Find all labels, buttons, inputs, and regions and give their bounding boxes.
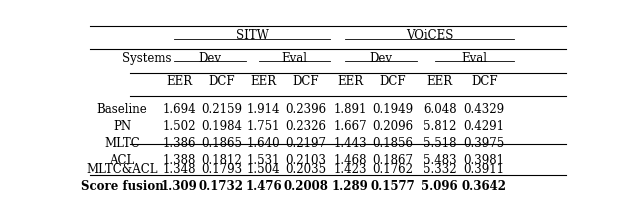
Text: 0.3975: 0.3975 bbox=[463, 136, 505, 149]
Text: 1.388: 1.388 bbox=[163, 153, 196, 166]
Text: DCF: DCF bbox=[292, 75, 319, 88]
Text: EER: EER bbox=[337, 75, 364, 88]
Text: Dev: Dev bbox=[198, 52, 221, 65]
Text: 1.694: 1.694 bbox=[163, 103, 196, 115]
Text: 0.2326: 0.2326 bbox=[285, 119, 326, 132]
Text: 6.048: 6.048 bbox=[423, 103, 456, 115]
Text: MLTC&ACL: MLTC&ACL bbox=[86, 163, 158, 176]
Text: Systems: Systems bbox=[122, 52, 172, 65]
Text: 0.1762: 0.1762 bbox=[372, 163, 413, 176]
Text: 0.1856: 0.1856 bbox=[372, 136, 413, 149]
Text: 0.2096: 0.2096 bbox=[372, 119, 413, 132]
Text: 0.4291: 0.4291 bbox=[464, 119, 505, 132]
Text: 0.1984: 0.1984 bbox=[201, 119, 242, 132]
Text: 0.2396: 0.2396 bbox=[285, 103, 326, 115]
Text: Baseline: Baseline bbox=[97, 103, 148, 115]
Text: Eval: Eval bbox=[461, 52, 487, 65]
Text: 0.3911: 0.3911 bbox=[464, 163, 505, 176]
Text: VOiCES: VOiCES bbox=[406, 29, 453, 42]
Text: 1.423: 1.423 bbox=[333, 163, 367, 176]
Text: 1.289: 1.289 bbox=[332, 180, 369, 192]
Text: Dev: Dev bbox=[370, 52, 393, 65]
Text: 0.2035: 0.2035 bbox=[285, 163, 326, 176]
Text: DCF: DCF bbox=[379, 75, 406, 88]
Text: DCF: DCF bbox=[471, 75, 497, 88]
Text: 1.476: 1.476 bbox=[245, 180, 282, 192]
Text: DCF: DCF bbox=[208, 75, 235, 88]
Text: ACL: ACL bbox=[109, 153, 135, 166]
Text: EER: EER bbox=[426, 75, 452, 88]
Text: 5.483: 5.483 bbox=[423, 153, 456, 166]
Text: 5.096: 5.096 bbox=[421, 180, 458, 192]
Text: SITW: SITW bbox=[236, 29, 269, 42]
Text: 0.2103: 0.2103 bbox=[285, 153, 326, 166]
Text: PN: PN bbox=[113, 119, 131, 132]
Text: 0.1867: 0.1867 bbox=[372, 153, 413, 166]
Text: 1.640: 1.640 bbox=[246, 136, 280, 149]
Text: 5.332: 5.332 bbox=[423, 163, 456, 176]
Text: 1.348: 1.348 bbox=[163, 163, 196, 176]
Text: 1.914: 1.914 bbox=[247, 103, 280, 115]
Text: 1.504: 1.504 bbox=[246, 163, 280, 176]
Text: 1.386: 1.386 bbox=[163, 136, 196, 149]
Text: 5.518: 5.518 bbox=[423, 136, 456, 149]
Text: 0.1865: 0.1865 bbox=[201, 136, 242, 149]
Text: Eval: Eval bbox=[282, 52, 307, 65]
Text: EER: EER bbox=[166, 75, 192, 88]
Text: 1.309: 1.309 bbox=[161, 180, 198, 192]
Text: 0.2197: 0.2197 bbox=[285, 136, 326, 149]
Text: 1.667: 1.667 bbox=[333, 119, 367, 132]
Text: 0.3981: 0.3981 bbox=[464, 153, 505, 166]
Text: EER: EER bbox=[250, 75, 276, 88]
Text: 0.1812: 0.1812 bbox=[201, 153, 242, 166]
Text: 0.1949: 0.1949 bbox=[372, 103, 413, 115]
Text: 0.4329: 0.4329 bbox=[463, 103, 505, 115]
Text: 1.502: 1.502 bbox=[163, 119, 196, 132]
Text: 0.2159: 0.2159 bbox=[201, 103, 242, 115]
Text: 1.751: 1.751 bbox=[247, 119, 280, 132]
Text: Score fusion: Score fusion bbox=[81, 180, 164, 192]
Text: 1.531: 1.531 bbox=[247, 153, 280, 166]
Text: 1.891: 1.891 bbox=[333, 103, 367, 115]
Text: 0.3642: 0.3642 bbox=[461, 180, 507, 192]
Text: 0.1793: 0.1793 bbox=[201, 163, 242, 176]
Text: 0.1732: 0.1732 bbox=[199, 180, 244, 192]
Text: 1.443: 1.443 bbox=[333, 136, 367, 149]
Text: 5.812: 5.812 bbox=[423, 119, 456, 132]
Text: 0.2008: 0.2008 bbox=[284, 180, 328, 192]
Text: 1.468: 1.468 bbox=[333, 153, 367, 166]
Text: 0.1577: 0.1577 bbox=[370, 180, 415, 192]
Text: MLTC: MLTC bbox=[104, 136, 140, 149]
